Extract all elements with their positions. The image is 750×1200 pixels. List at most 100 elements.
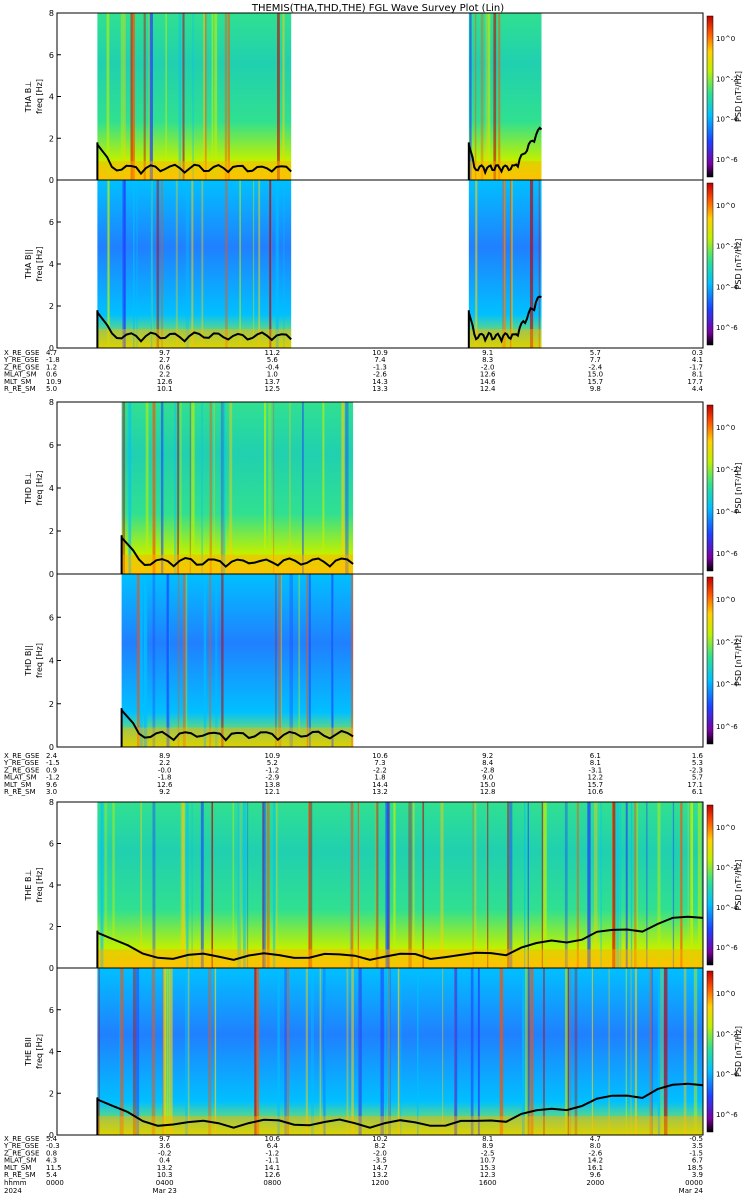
y-tick-label: 2 (49, 1089, 54, 1098)
ephemeris-value: 4.7 (590, 1135, 601, 1143)
y-tick-label: 4 (49, 657, 54, 666)
ephemeris-value: -1.2 (265, 1149, 279, 1157)
spectrogram-stripe (527, 802, 529, 968)
spectrogram-stripe (165, 968, 169, 1135)
ephemeris-value: -2.4 (588, 363, 602, 371)
ephemeris-block: X_RE_GSE 2.4 8.9 10.9 10.6 9.2 6.1 1.6Y_RE_GSE -… (3, 752, 704, 796)
spectrogram-stripe (237, 802, 241, 968)
spectrogram-stripe (150, 180, 153, 348)
spectrogram-stripe (160, 402, 164, 574)
colorbar-tick-label: 10^-6 (716, 324, 738, 332)
spectrogram-stripe (489, 13, 491, 180)
spectrogram-stripe (133, 180, 135, 348)
spectrogram-stripe (272, 802, 276, 968)
colorbar-tick-label: 10^-6 (716, 156, 738, 164)
ephemeris-value: -1.3 (373, 363, 387, 371)
spectrogram-stripe (289, 574, 293, 747)
time-tick-label: 0800 (263, 1179, 281, 1187)
ephemeris-value: 9.1 (482, 349, 493, 357)
ephemeris-value: 4.4 (692, 385, 704, 393)
ephemeris-value: -2.6 (588, 1149, 602, 1157)
spectrogram-stripe (672, 802, 675, 968)
y-axis-label-2: freq [Hz] (35, 868, 44, 903)
colorbar-tick-label: 10^0 (716, 202, 735, 210)
spectrogram-stripe (477, 968, 480, 1135)
spectrogram-stripe (164, 968, 166, 1135)
spectrogram-stripe (182, 802, 185, 968)
spectrogram-stripe (469, 13, 472, 180)
spectrogram-stripe (302, 402, 304, 574)
spectrogram-stripe (161, 180, 163, 348)
spectrogram-stripe (680, 802, 683, 968)
ephemeris-value: 8.3 (482, 356, 493, 364)
ephemeris-value: -1.8 (46, 356, 60, 364)
spectrogram-stripe (104, 802, 108, 968)
colorbar-tick-label: 10^-4 (716, 283, 738, 291)
spectrogram-stripe (663, 968, 668, 1135)
spectrogram-block (97, 180, 292, 348)
spectrogram-stripe (541, 802, 543, 968)
spectrogram-stripe (283, 180, 285, 348)
colorbar-tick-label: 10^-6 (716, 723, 738, 731)
spectrogram-stripe (178, 13, 182, 180)
ephemeris-value: -2.8 (481, 766, 495, 774)
spectrogram-stripe (221, 574, 224, 747)
spectrogram-stripe (182, 13, 185, 180)
spectrogram-stripe (298, 574, 301, 747)
ephemeris-value: 13.3 (372, 385, 388, 393)
colorbar (706, 804, 714, 966)
ephemeris-value: 0.6 (46, 371, 58, 379)
spectrogram-stripe (266, 802, 270, 968)
spectrogram-stripe (630, 802, 633, 968)
ephemeris-value: 6.4 (267, 1142, 279, 1150)
spectrogram-stripe (258, 180, 261, 348)
y-tick-label: 6 (49, 441, 54, 450)
spectrogram-stripe (119, 968, 121, 1135)
ephemeris-value: 7.7 (590, 356, 601, 364)
spectrogram-stripe (145, 402, 149, 574)
ephemeris-value: 16.1 (588, 1164, 604, 1172)
y-tick-label: 4 (49, 881, 54, 890)
spectrogram-stripe (169, 968, 173, 1135)
ephemeris-value: 7.3 (374, 759, 385, 767)
panel-tha-bl: 0 2 4 6 8 THA B⊥ freq [Hz] 10^0 10^-2 10^-4 10^-6 P… (24, 9, 743, 185)
spectrogram-stripe (280, 574, 282, 747)
spectrogram-stripe (341, 402, 345, 574)
ephemeris-value: -2.6 (373, 371, 387, 379)
ephemeris-value: -1.2 (265, 766, 279, 774)
colorbar-tick-label: 10^-2 (716, 638, 738, 646)
ephemeris-row-label: MLT_SM (4, 378, 31, 386)
spectrogram-stripe (538, 180, 541, 348)
colorbar-tick-label: 10^-2 (716, 1030, 738, 1038)
spectrogram-stripe (345, 402, 349, 574)
spectrogram-stripe (182, 574, 186, 747)
spectrogram-block (97, 968, 703, 1135)
ephemeris-value: 8.1 (590, 759, 601, 767)
spectrogram-stripe (224, 13, 228, 180)
ephemeris-value: 9.8 (590, 385, 601, 393)
spectrogram-stripe (224, 402, 226, 574)
ephemeris-value: 9.2 (482, 752, 493, 760)
ephemeris-value: 10.9 (372, 349, 388, 357)
ephemeris-value: -1.8 (158, 774, 172, 782)
ephemeris-value: 4.7 (46, 349, 57, 357)
y-axis-label: THA B⊥ (24, 81, 33, 113)
colorbar-label: PSD [nT²/Hz] (734, 635, 743, 686)
spectrogram-stripe (136, 968, 140, 1135)
spectrogram-block (121, 574, 354, 747)
spectrogram-stripe (413, 802, 415, 968)
ephemeris-value: 5.3 (692, 759, 703, 767)
cyclotron-trace (120, 535, 354, 574)
spectrogram-stripe (509, 802, 513, 968)
spectrogram-stripe (499, 968, 504, 1135)
spectrogram-stripe (268, 402, 272, 574)
spectrogram-stripe (358, 968, 362, 1135)
spectrogram-stripe (529, 180, 534, 348)
ephemeris-value: 15.7 (588, 378, 604, 386)
y-tick-label: 8 (49, 398, 54, 407)
spectrogram-stripe (107, 180, 110, 348)
spectrogram-stripe (185, 180, 190, 348)
spectrogram-stripe (594, 802, 598, 968)
ephemeris-value: 17.1 (687, 781, 703, 789)
y-tick-label: 2 (49, 527, 54, 536)
